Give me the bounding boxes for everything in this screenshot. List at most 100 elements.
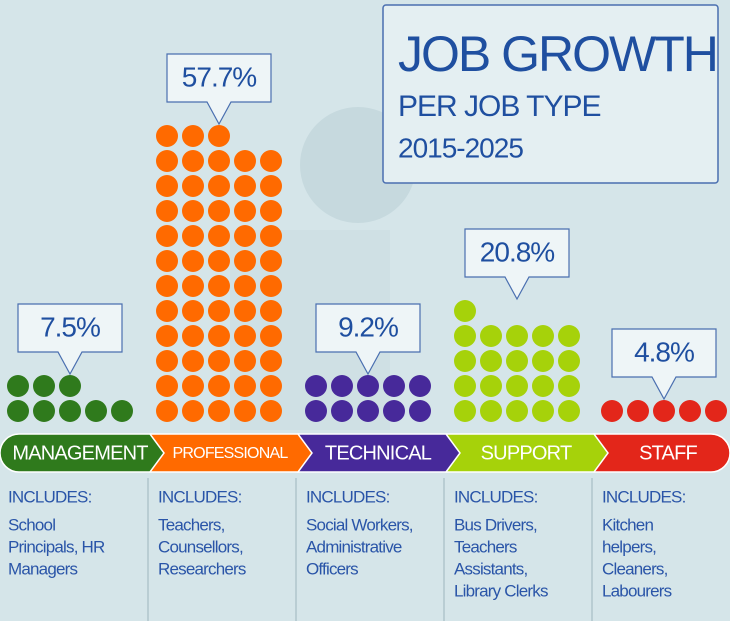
dot (409, 400, 431, 422)
dot (7, 400, 29, 422)
dot (208, 225, 230, 247)
dot (208, 250, 230, 272)
dot (234, 350, 256, 372)
dot (260, 275, 282, 297)
dot (7, 375, 29, 397)
details-line: Kitchen (602, 515, 653, 534)
dot (156, 125, 178, 147)
dot (506, 325, 528, 347)
dot (234, 400, 256, 422)
details-line: Assistants, (454, 559, 527, 578)
dot (454, 325, 476, 347)
dot (182, 200, 204, 222)
dot (182, 400, 204, 422)
dot (182, 250, 204, 272)
dot (156, 200, 178, 222)
dot (234, 375, 256, 397)
dot (111, 400, 133, 422)
chart-subtitle: PER JOB TYPE (398, 90, 601, 123)
dot (208, 400, 230, 422)
dot (601, 400, 623, 422)
dot (85, 400, 107, 422)
category-label: SUPPORT (481, 442, 572, 464)
dot (234, 225, 256, 247)
details-line: Cleaners, (602, 559, 668, 578)
dot (260, 175, 282, 197)
dot (506, 350, 528, 372)
dot (480, 325, 502, 347)
dot (208, 200, 230, 222)
dot-column (601, 400, 727, 422)
details-line: Social Workers, (306, 515, 413, 534)
dot (182, 125, 204, 147)
details-line: Teachers, (158, 515, 225, 534)
dot (234, 250, 256, 272)
dot (532, 325, 554, 347)
chart-title: JOB GROWTH (398, 26, 717, 82)
dot (182, 375, 204, 397)
dot (234, 150, 256, 172)
dot (59, 400, 81, 422)
category-band (0, 433, 165, 473)
details-heading: INCLUDES: (306, 487, 390, 506)
details-line: School (8, 515, 55, 534)
dot (260, 400, 282, 422)
dot (156, 150, 178, 172)
dot (454, 350, 476, 372)
dot (208, 125, 230, 147)
details-heading: INCLUDES: (158, 487, 242, 506)
dot (409, 375, 431, 397)
dot (156, 400, 178, 422)
dot (454, 400, 476, 422)
dot (182, 275, 204, 297)
callout (611, 328, 717, 401)
dot (208, 375, 230, 397)
dot (357, 375, 379, 397)
dot (156, 250, 178, 272)
dot (331, 375, 353, 397)
dot (182, 325, 204, 347)
dot (33, 375, 55, 397)
dot (260, 350, 282, 372)
callout (166, 53, 272, 126)
dot (305, 375, 327, 397)
chart-subtitle: 2015-2025 (398, 132, 523, 163)
dot (558, 375, 580, 397)
dot (480, 350, 502, 372)
dot (156, 225, 178, 247)
dot-column (156, 125, 282, 422)
dot (234, 300, 256, 322)
details-line: Bus Drivers, (454, 515, 537, 534)
dot (156, 175, 178, 197)
dot (627, 400, 649, 422)
dot (208, 300, 230, 322)
dot (532, 350, 554, 372)
dot (357, 400, 379, 422)
dot (156, 275, 178, 297)
dot (383, 375, 405, 397)
dot (454, 375, 476, 397)
dot (208, 350, 230, 372)
dot (182, 350, 204, 372)
dividers (147, 478, 593, 621)
value-label: 7.5% (40, 311, 100, 342)
dot (532, 375, 554, 397)
dot (234, 200, 256, 222)
category-label: STAFF (639, 442, 697, 464)
value-label: 9.2% (338, 311, 398, 342)
value-label: 57.7% (182, 61, 256, 92)
details-line: Teachers (454, 537, 517, 556)
details-line: Researchers (158, 559, 246, 578)
dot (156, 375, 178, 397)
details-line: Principals, HR (8, 537, 105, 556)
dot (558, 400, 580, 422)
dot-column (454, 300, 580, 422)
dot (156, 300, 178, 322)
details-heading: INCLUDES: (8, 487, 92, 506)
dot (260, 225, 282, 247)
dot (208, 175, 230, 197)
details-line: Administrative (306, 537, 402, 556)
details-heading: INCLUDES: (602, 487, 686, 506)
dot (480, 400, 502, 422)
